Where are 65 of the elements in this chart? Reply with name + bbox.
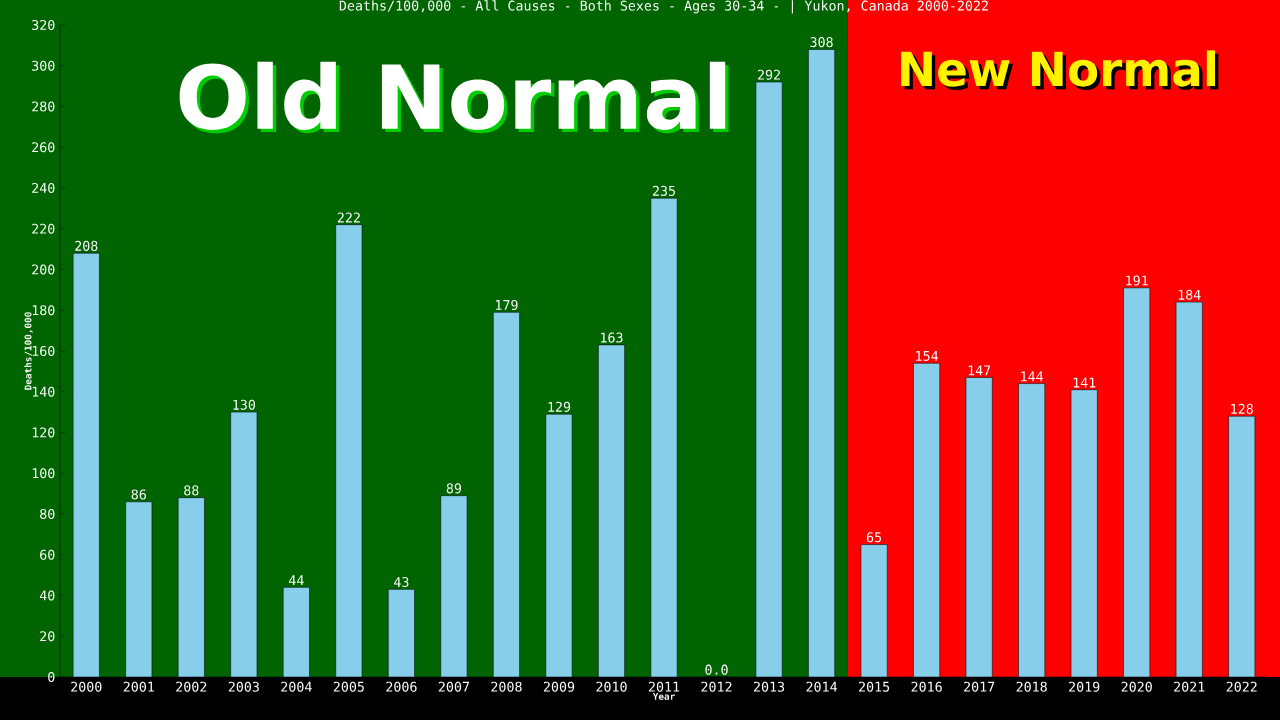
data-label: 88: [184, 485, 199, 496]
y-tick-label: 60: [40, 549, 55, 560]
x-tick-label: 2010: [596, 681, 627, 692]
y-axis-title: Deaths/100,000: [24, 312, 33, 390]
data-label: 44: [289, 575, 304, 586]
data-label: 128: [1231, 403, 1253, 414]
data-label: 129: [548, 401, 571, 412]
x-tick-label: 2005: [333, 681, 364, 692]
x-tick-label: 2002: [176, 681, 207, 692]
y-tick-label: 180: [32, 305, 55, 316]
data-label: 191: [1126, 275, 1148, 286]
x-tick-label: 2008: [491, 681, 522, 692]
x-tick-label: 2012: [701, 681, 732, 692]
data-label: 141: [1073, 377, 1096, 388]
data-label: 184: [1178, 289, 1201, 300]
x-tick-label: 2007: [438, 681, 469, 692]
x-axis-title: Year: [652, 692, 675, 700]
x-tick-label: 2018: [1016, 681, 1047, 692]
x-tick-label: 2000: [71, 681, 102, 692]
data-label: 154: [916, 351, 939, 361]
y-tick-label: 80: [40, 508, 55, 520]
data-label: 43: [394, 577, 409, 588]
y-tick-label: 0: [48, 671, 55, 683]
data-label: 147: [968, 365, 991, 376]
x-tick-label: 2013: [753, 681, 785, 692]
data-label: 86: [131, 489, 146, 500]
y-tick-label: 280: [32, 101, 55, 112]
y-tick-label: 160: [32, 345, 55, 357]
x-tick-label: 2006: [386, 681, 417, 692]
x-tick-label: 2022: [1226, 681, 1257, 692]
data-label: 0.0: [705, 664, 728, 675]
data-label: 144: [1021, 371, 1044, 382]
data-label: 179: [496, 299, 518, 311]
x-tick-label: 2009: [543, 681, 575, 692]
x-tick-label: 2016: [911, 681, 942, 692]
x-tick-label: 2011: [648, 681, 680, 692]
data-label: 163: [601, 332, 623, 343]
x-tick-label: 2020: [1121, 681, 1152, 692]
x-tick-label: 2001: [123, 681, 154, 692]
y-tick-label: 200: [32, 264, 55, 275]
y-tick-label: 120: [32, 427, 55, 438]
data-label: 208: [75, 240, 98, 251]
x-tick-label: 2014: [806, 681, 837, 692]
data-label: 292: [757, 69, 780, 80]
x-tick-label: 2003: [228, 681, 259, 692]
data-label: 130: [233, 399, 256, 410]
y-tick-label: 320: [32, 19, 55, 31]
y-tick-label: 20: [40, 631, 55, 642]
x-tick-label: 2019: [1069, 681, 1100, 692]
data-label: 308: [810, 37, 833, 48]
y-tick-label: 300: [32, 60, 55, 71]
y-tick-label: 260: [32, 142, 55, 153]
x-tick-label: 2004: [281, 681, 312, 692]
y-tick-label: 100: [32, 468, 55, 479]
data-label: 222: [337, 212, 360, 223]
data-label: 235: [652, 185, 675, 196]
x-tick-label: 2015: [859, 681, 890, 692]
data-label: 65: [866, 532, 882, 543]
y-tick-label: 240: [32, 182, 55, 194]
data-label: 89: [446, 483, 462, 494]
x-tick-label: 2021: [1174, 681, 1205, 692]
y-tick-label: 220: [32, 223, 55, 234]
y-tick-label: 40: [39, 590, 55, 601]
y-tick-label: 140: [32, 386, 55, 397]
x-tick-label: 2017: [964, 681, 995, 692]
